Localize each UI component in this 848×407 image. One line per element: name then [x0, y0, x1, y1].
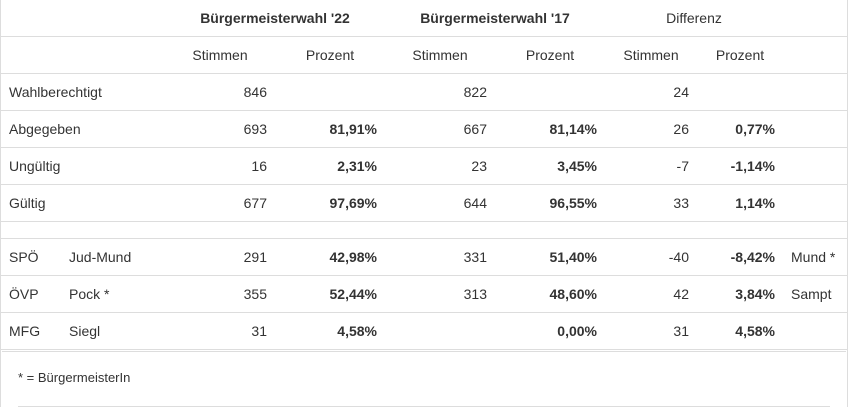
votes-17: 331: [385, 238, 495, 276]
table-row: Wahlberechtigt 846 822 24: [1, 73, 847, 111]
row-note: [783, 147, 847, 185]
percent-diff: 3,84%: [697, 275, 783, 313]
election-results-table: Bürgermeisterwahl '22 Bürgermeisterwahl …: [1, 0, 847, 350]
row-note: [783, 110, 847, 148]
table-row: SPÖ Jud-Mund 291 42,98% 331 51,40% -40 -8,42% Mu…: [1, 238, 847, 276]
party-name: MFG: [1, 312, 61, 350]
footer: * = BürgermeisterIn: [2, 351, 846, 407]
votes-17: 23: [385, 147, 495, 185]
col-prozent-diff: Prozent: [697, 36, 783, 74]
percent-diff: 0,77%: [697, 110, 783, 148]
percent-diff: 4,58%: [697, 312, 783, 350]
row-note: [783, 184, 847, 222]
table-row: Abgegeben 693 81,91% 667 81,14% 26 0,77%: [1, 110, 847, 148]
percent-22: 2,31%: [275, 147, 385, 185]
votes-22: 355: [165, 275, 275, 313]
votes-diff: 26: [605, 110, 697, 148]
row-label: Gültig: [1, 184, 165, 222]
percent-22: 81,91%: [275, 110, 385, 148]
votes-diff: -7: [605, 147, 697, 185]
table-row: Ungültig 16 2,31% 23 3,45% -7 -1,14%: [1, 147, 847, 185]
row-label: Abgegeben: [1, 110, 165, 148]
row-note: Mund *: [783, 238, 847, 276]
votes-22: 16: [165, 147, 275, 185]
votes-17: [385, 312, 495, 350]
percent-22: [275, 73, 385, 111]
percent-17: 48,60%: [495, 275, 605, 313]
percent-diff: -1,14%: [697, 147, 783, 185]
row-note: [783, 73, 847, 111]
candidate-name: Pock *: [61, 275, 165, 313]
table-row: MFG Siegl 31 4,58% 0,00% 31 4,58%: [1, 312, 847, 350]
votes-diff: 24: [605, 73, 697, 111]
group-header-17: Bürgermeisterwahl '17: [385, 0, 605, 37]
percent-22: 52,44%: [275, 275, 385, 313]
column-header-row: Stimmen Prozent Stimmen Prozent Stimmen …: [1, 36, 847, 74]
percent-17: 51,40%: [495, 238, 605, 276]
percent-22: 4,58%: [275, 312, 385, 350]
percent-diff: -8,42%: [697, 238, 783, 276]
group-header-row: Bürgermeisterwahl '22 Bürgermeisterwahl …: [1, 0, 847, 37]
votes-17: 313: [385, 275, 495, 313]
col-prozent-22: Prozent: [275, 36, 385, 74]
votes-17: 822: [385, 73, 495, 111]
votes-17: 667: [385, 110, 495, 148]
votes-22: 846: [165, 73, 275, 111]
percent-17: 0,00%: [495, 312, 605, 350]
col-stimmen-22: Stimmen: [165, 36, 275, 74]
votes-22: 31: [165, 312, 275, 350]
percent-22: 97,69%: [275, 184, 385, 222]
group-header-22: Bürgermeisterwahl '22: [165, 0, 385, 37]
votes-diff: 31: [605, 312, 697, 350]
spacer-cell: [1, 221, 847, 239]
table-row: Gültig 677 97,69% 644 96,55% 33 1,14%: [1, 184, 847, 222]
candidate-name: Jud-Mund: [61, 238, 165, 276]
row-note: [783, 312, 847, 350]
percent-17: 3,45%: [495, 147, 605, 185]
footer-note: * = BürgermeisterIn: [18, 370, 131, 385]
party-name: SPÖ: [1, 238, 61, 276]
votes-diff: 33: [605, 184, 697, 222]
votes-diff: 42: [605, 275, 697, 313]
col-stimmen-17: Stimmen: [385, 36, 495, 74]
votes-22: 291: [165, 238, 275, 276]
votes-22: 693: [165, 110, 275, 148]
percent-22: 42,98%: [275, 238, 385, 276]
party-name: ÖVP: [1, 275, 61, 313]
table-row: ÖVP Pock * 355 52,44% 313 48,60% 42 3,84% Sampt: [1, 275, 847, 313]
group-header-diff: Differenz: [605, 0, 783, 37]
col-stimmen-diff: Stimmen: [605, 36, 697, 74]
percent-17: [495, 73, 605, 111]
col-prozent-17: Prozent: [495, 36, 605, 74]
spacer-row: [1, 221, 847, 239]
row-label: Wahlberechtigt: [1, 73, 165, 111]
percent-17: 96,55%: [495, 184, 605, 222]
candidate-name: Siegl: [61, 312, 165, 350]
votes-17: 644: [385, 184, 495, 222]
percent-diff: 1,14%: [697, 184, 783, 222]
percent-diff: [697, 73, 783, 111]
row-label: Ungültig: [1, 147, 165, 185]
percent-17: 81,14%: [495, 110, 605, 148]
row-note: Sampt: [783, 275, 847, 313]
votes-diff: -40: [605, 238, 697, 276]
votes-22: 677: [165, 184, 275, 222]
